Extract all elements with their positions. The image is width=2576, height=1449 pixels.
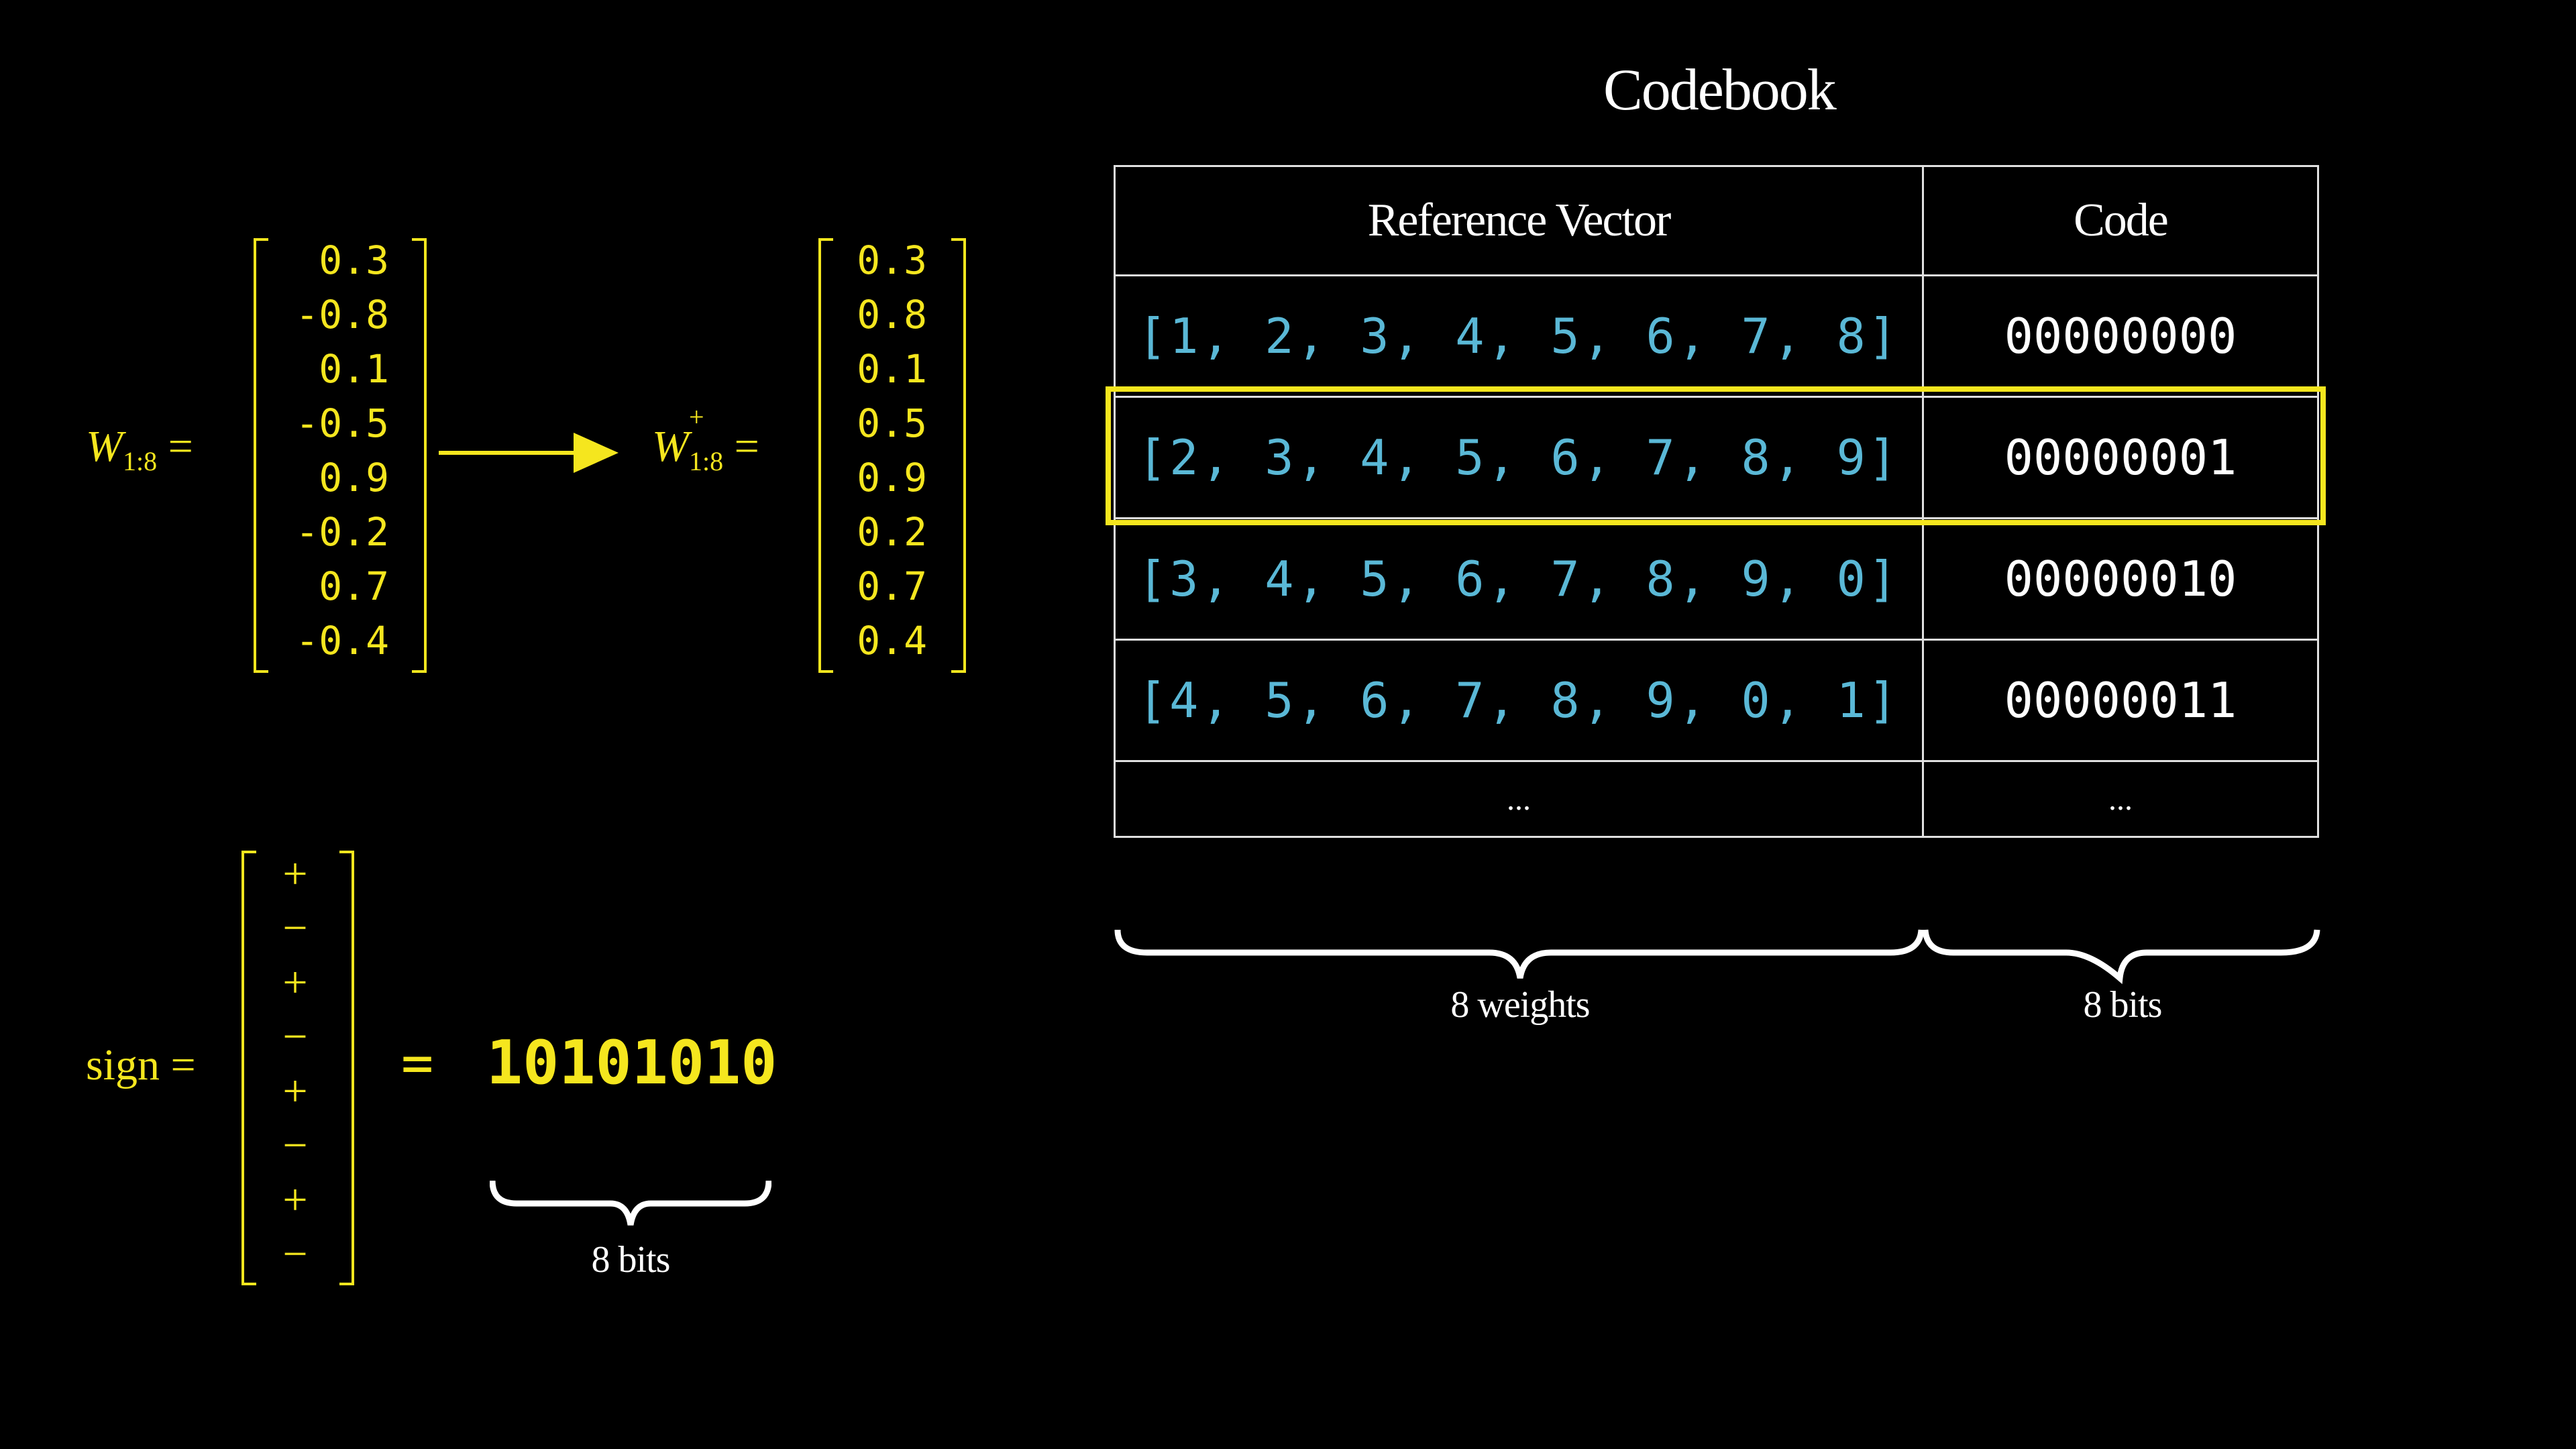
w-plus-superscript: + bbox=[688, 402, 704, 432]
table-row: [1, 2, 3, 4, 5, 6, 7, 8] 00000000 bbox=[1114, 274, 2319, 398]
w-plus-value: 0.8 bbox=[857, 292, 927, 337]
reference-vector-cell: [2, 3, 4, 5, 6, 7, 8, 9] bbox=[1114, 396, 1924, 519]
table-header-code: Code bbox=[1922, 165, 2319, 276]
sign-label: sign = bbox=[86, 1040, 196, 1091]
sign-result-equals: = bbox=[401, 1032, 434, 1094]
sign-brace-icon bbox=[490, 1180, 771, 1226]
w-plus-value: 0.2 bbox=[857, 509, 927, 555]
code-cell: 00000000 bbox=[1922, 274, 2319, 398]
w-plus-matrix-left-bracket bbox=[818, 238, 833, 673]
codebook-table: Reference Vector Code [1, 2, 3, 4, 5, 6,… bbox=[1114, 165, 2319, 838]
reference-vector-cell: [3, 4, 5, 6, 7, 8, 9, 0] bbox=[1114, 517, 1924, 641]
w-matrix-right-bracket bbox=[412, 238, 427, 673]
bits-brace-label: 8 bits bbox=[2083, 984, 2163, 1026]
arrow-icon bbox=[439, 433, 619, 473]
sign-value: − bbox=[282, 1121, 308, 1170]
w-equals: = bbox=[168, 422, 193, 471]
sign-value: + bbox=[282, 1175, 308, 1224]
w-variable: W bbox=[86, 422, 123, 471]
ellipsis-cell: ... bbox=[1114, 760, 1924, 838]
w-plus-value: 0.1 bbox=[857, 346, 927, 392]
w-value: -0.2 bbox=[295, 509, 389, 555]
w-value: -0.8 bbox=[295, 292, 389, 337]
ellipsis-cell: ... bbox=[1922, 760, 2319, 838]
w-plus-label: W +1:8 = bbox=[652, 402, 759, 477]
table-row: [3, 4, 5, 6, 7, 8, 9, 0] 00000010 bbox=[1114, 517, 2319, 641]
highlighted-row-box bbox=[1106, 386, 2326, 525]
code-cell: 00000011 bbox=[1922, 639, 2319, 762]
w-value: 0.9 bbox=[319, 455, 389, 500]
w-plus-value: 0.9 bbox=[857, 455, 927, 500]
sign-matrix-right-bracket bbox=[339, 851, 354, 1285]
w-plus-value: 0.3 bbox=[857, 237, 927, 283]
sign-brace-label: 8 bits bbox=[591, 1239, 671, 1281]
table-row: [4, 5, 6, 7, 8, 9, 0, 1] 00000011 bbox=[1114, 639, 2319, 762]
reference-vector-cell: [1, 2, 3, 4, 5, 6, 7, 8] bbox=[1114, 274, 1924, 398]
table-header-row: Reference Vector Code bbox=[1114, 165, 2319, 276]
w-matrix: 0.3 -0.8 0.1 -0.5 0.9 -0.2 0.7 -0.4 bbox=[282, 233, 389, 668]
w-label: W1:8 = bbox=[86, 421, 193, 477]
code-cell: 00000001 bbox=[1922, 396, 2319, 519]
table-ellipsis-row: ... ... bbox=[1114, 760, 2319, 838]
w-plus-subscript: 1:8 bbox=[688, 446, 724, 477]
sign-matrix-left-bracket bbox=[241, 851, 256, 1285]
w-value: -0.5 bbox=[295, 400, 389, 446]
w-value: 0.3 bbox=[319, 237, 389, 283]
reference-vector-cell: [4, 5, 6, 7, 8, 9, 0, 1] bbox=[1114, 639, 1924, 762]
sign-value: − bbox=[282, 1230, 308, 1279]
w-plus-value: 0.4 bbox=[857, 618, 927, 663]
table-row: [2, 3, 4, 5, 6, 7, 8, 9] 00000001 bbox=[1114, 396, 2319, 519]
weights-brace-label: 8 weights bbox=[1450, 984, 1590, 1026]
sign-matrix: + − + − + − + − bbox=[268, 847, 322, 1281]
sign-result-bits: 10101010 bbox=[486, 1028, 777, 1098]
w-plus-matrix: 0.3 0.8 0.1 0.5 0.9 0.2 0.7 0.4 bbox=[847, 233, 927, 668]
w-subscript: 1:8 bbox=[122, 446, 158, 477]
w-value: -0.4 bbox=[295, 618, 389, 663]
w-matrix-left-bracket bbox=[254, 238, 268, 673]
sign-value: + bbox=[282, 1067, 308, 1116]
codebook-title: Codebook bbox=[1603, 58, 1837, 123]
sign-value: − bbox=[282, 1012, 308, 1061]
sign-equals: = bbox=[170, 1040, 196, 1089]
table-header-reference: Reference Vector bbox=[1114, 165, 1924, 276]
w-plus-value: 0.5 bbox=[857, 400, 927, 446]
w-plus-matrix-right-bracket bbox=[951, 238, 966, 673]
sign-text: sign bbox=[86, 1040, 160, 1089]
w-plus-variable: W bbox=[652, 422, 689, 471]
w-plus-equals: = bbox=[734, 422, 759, 471]
sign-value: + bbox=[282, 958, 308, 1007]
w-plus-value: 0.7 bbox=[857, 564, 927, 609]
code-cell: 00000010 bbox=[1922, 517, 2319, 641]
w-value: 0.1 bbox=[319, 346, 389, 392]
w-value: 0.7 bbox=[319, 564, 389, 609]
sign-value: − bbox=[282, 904, 308, 953]
sign-value: + bbox=[282, 849, 308, 898]
table-brace-icon bbox=[1114, 929, 2320, 985]
